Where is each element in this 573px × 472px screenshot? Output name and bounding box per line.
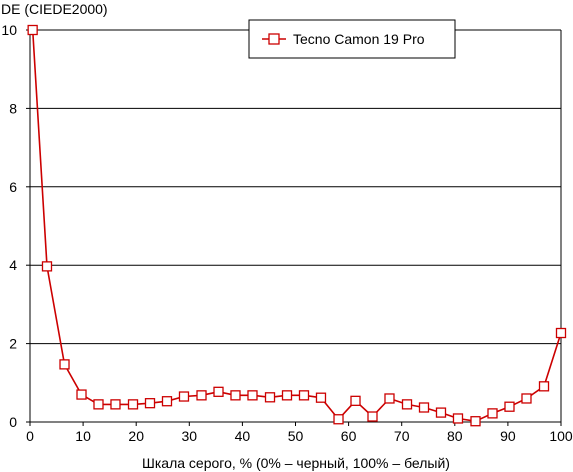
data-point — [555, 327, 567, 339]
axes — [26, 29, 562, 426]
data-point — [521, 393, 532, 404]
y-tick-label: 4 — [9, 257, 17, 273]
x-axis-label: Шкала серого, % (0% – черный, 100% – бел… — [142, 455, 450, 471]
data-point — [178, 391, 190, 402]
series-group — [27, 24, 567, 427]
data-point — [144, 398, 156, 409]
data-point — [127, 399, 139, 410]
data-point — [384, 393, 395, 404]
y-axis-label: DE (CIEDE2000) — [1, 1, 108, 17]
y-tick-label: 2 — [9, 336, 17, 352]
data-point — [315, 392, 327, 403]
x-tick-label: 30 — [182, 428, 198, 444]
data-point — [247, 390, 258, 401]
x-tick-label: 80 — [447, 428, 463, 444]
gridlines — [30, 29, 561, 345]
y-tick-label: 10 — [1, 22, 17, 38]
x-tick-label: 20 — [128, 428, 144, 444]
data-point — [27, 24, 38, 36]
data-point — [93, 399, 104, 410]
legend-marker-swatch — [268, 33, 280, 45]
data-point — [264, 392, 276, 403]
x-tick-labels: 0 10 20 30 40 50 60 70 80 90 100 — [26, 428, 573, 444]
y-tick-label: 0 — [9, 414, 17, 430]
y-tick-label: 6 — [9, 179, 17, 195]
data-point — [452, 413, 464, 424]
data-point — [41, 261, 53, 272]
x-tick-label: 100 — [549, 428, 573, 444]
data-point — [470, 416, 481, 427]
data-point — [161, 396, 173, 407]
data-point — [350, 395, 361, 406]
x-tick-label: 40 — [235, 428, 251, 444]
data-point — [281, 390, 293, 401]
legend: Tecno Camon 19 Pro — [248, 19, 456, 59]
data-point — [435, 407, 447, 418]
legend-entry-label: Tecno Camon 19 Pro — [293, 31, 425, 47]
data-point — [504, 401, 515, 412]
x-tick-label: 50 — [288, 428, 304, 444]
data-point — [298, 390, 310, 401]
data-point — [213, 386, 224, 397]
data-point — [367, 411, 378, 422]
data-point — [196, 390, 207, 401]
data-point — [76, 389, 87, 400]
x-tick-label: 10 — [75, 428, 91, 444]
data-point — [538, 381, 550, 392]
y-tick-labels: 0 2 4 6 8 10 — [1, 22, 17, 430]
x-tick-label: 90 — [500, 428, 516, 444]
data-point — [333, 414, 344, 425]
x-tick-label: 70 — [394, 428, 410, 444]
data-point — [401, 399, 413, 410]
series-line-0 — [31, 29, 562, 423]
y-tick-label: 8 — [9, 100, 17, 116]
data-point — [487, 408, 498, 419]
x-tick-label: 0 — [26, 428, 34, 444]
data-point — [230, 390, 241, 401]
x-tick-label: 60 — [341, 428, 357, 444]
data-point — [59, 359, 70, 370]
data-point — [110, 399, 121, 410]
data-point — [418, 402, 430, 413]
